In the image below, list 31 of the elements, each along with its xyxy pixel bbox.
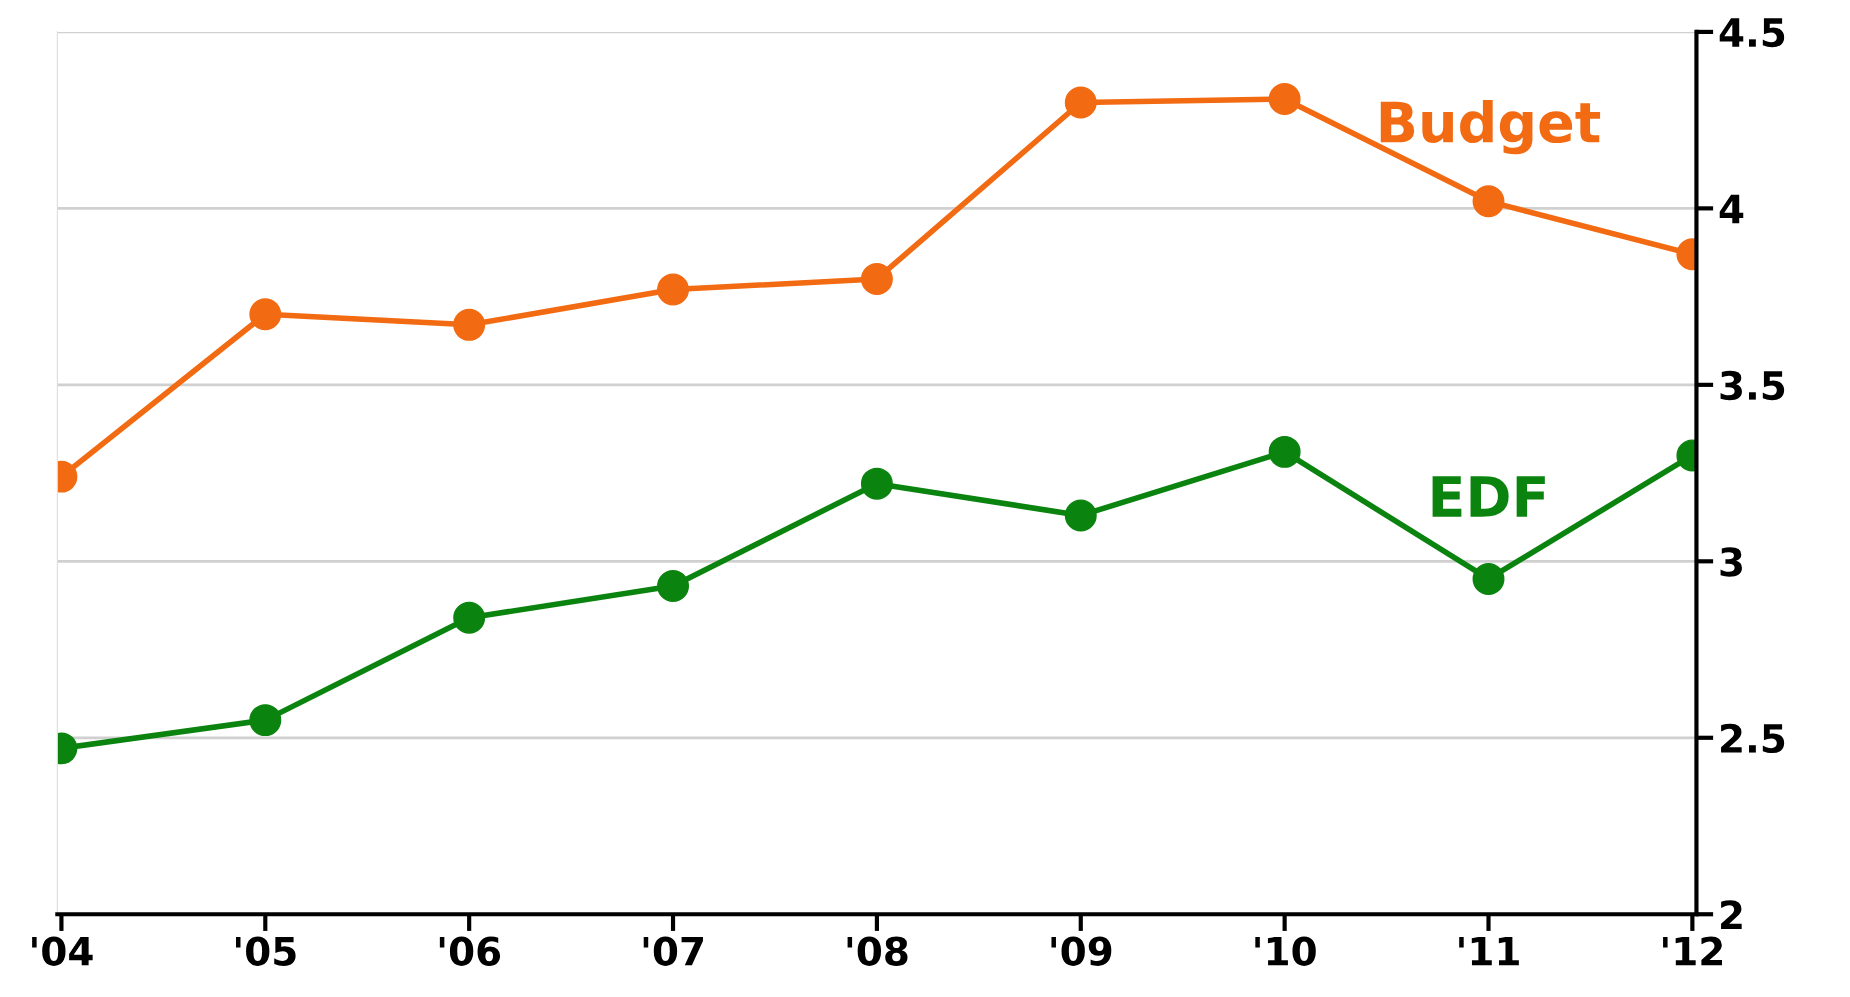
x-tick-label: '07 bbox=[643, 936, 703, 966]
point bbox=[1064, 86, 1097, 119]
point bbox=[860, 467, 893, 500]
point bbox=[860, 262, 893, 295]
y-tick-label: 2 bbox=[1721, 900, 1742, 930]
point bbox=[249, 704, 282, 737]
point bbox=[1472, 185, 1505, 218]
x-tick-label: '08 bbox=[847, 936, 908, 966]
x-tick-label: '11 bbox=[1459, 936, 1519, 966]
y-tick-label: 2.5 bbox=[1721, 723, 1785, 754]
point bbox=[657, 570, 690, 602]
point bbox=[1472, 562, 1505, 595]
point bbox=[453, 308, 486, 341]
x-tick-label: '05 bbox=[235, 936, 296, 966]
x-tick-label: '04 bbox=[32, 936, 93, 966]
x-tick-label: '09 bbox=[1051, 936, 1112, 966]
point bbox=[1268, 435, 1301, 468]
point bbox=[657, 273, 690, 306]
series-label: EDF bbox=[1432, 476, 1545, 517]
y-tick-label: 3 bbox=[1720, 547, 1742, 577]
y-tick-label: 4.5 bbox=[1719, 18, 1785, 48]
x-tick-label: '10 bbox=[1255, 936, 1316, 966]
x-tick-label: '12 bbox=[1663, 936, 1723, 966]
y-tick-label: 3.5 bbox=[1720, 370, 1785, 401]
point bbox=[453, 601, 486, 634]
y-tick-label: 4 bbox=[1719, 194, 1744, 224]
series-label: Budget bbox=[1380, 100, 1601, 155]
point bbox=[1064, 499, 1097, 532]
x-tick-label: '06 bbox=[439, 936, 501, 966]
point bbox=[249, 298, 282, 331]
point bbox=[1268, 82, 1301, 115]
